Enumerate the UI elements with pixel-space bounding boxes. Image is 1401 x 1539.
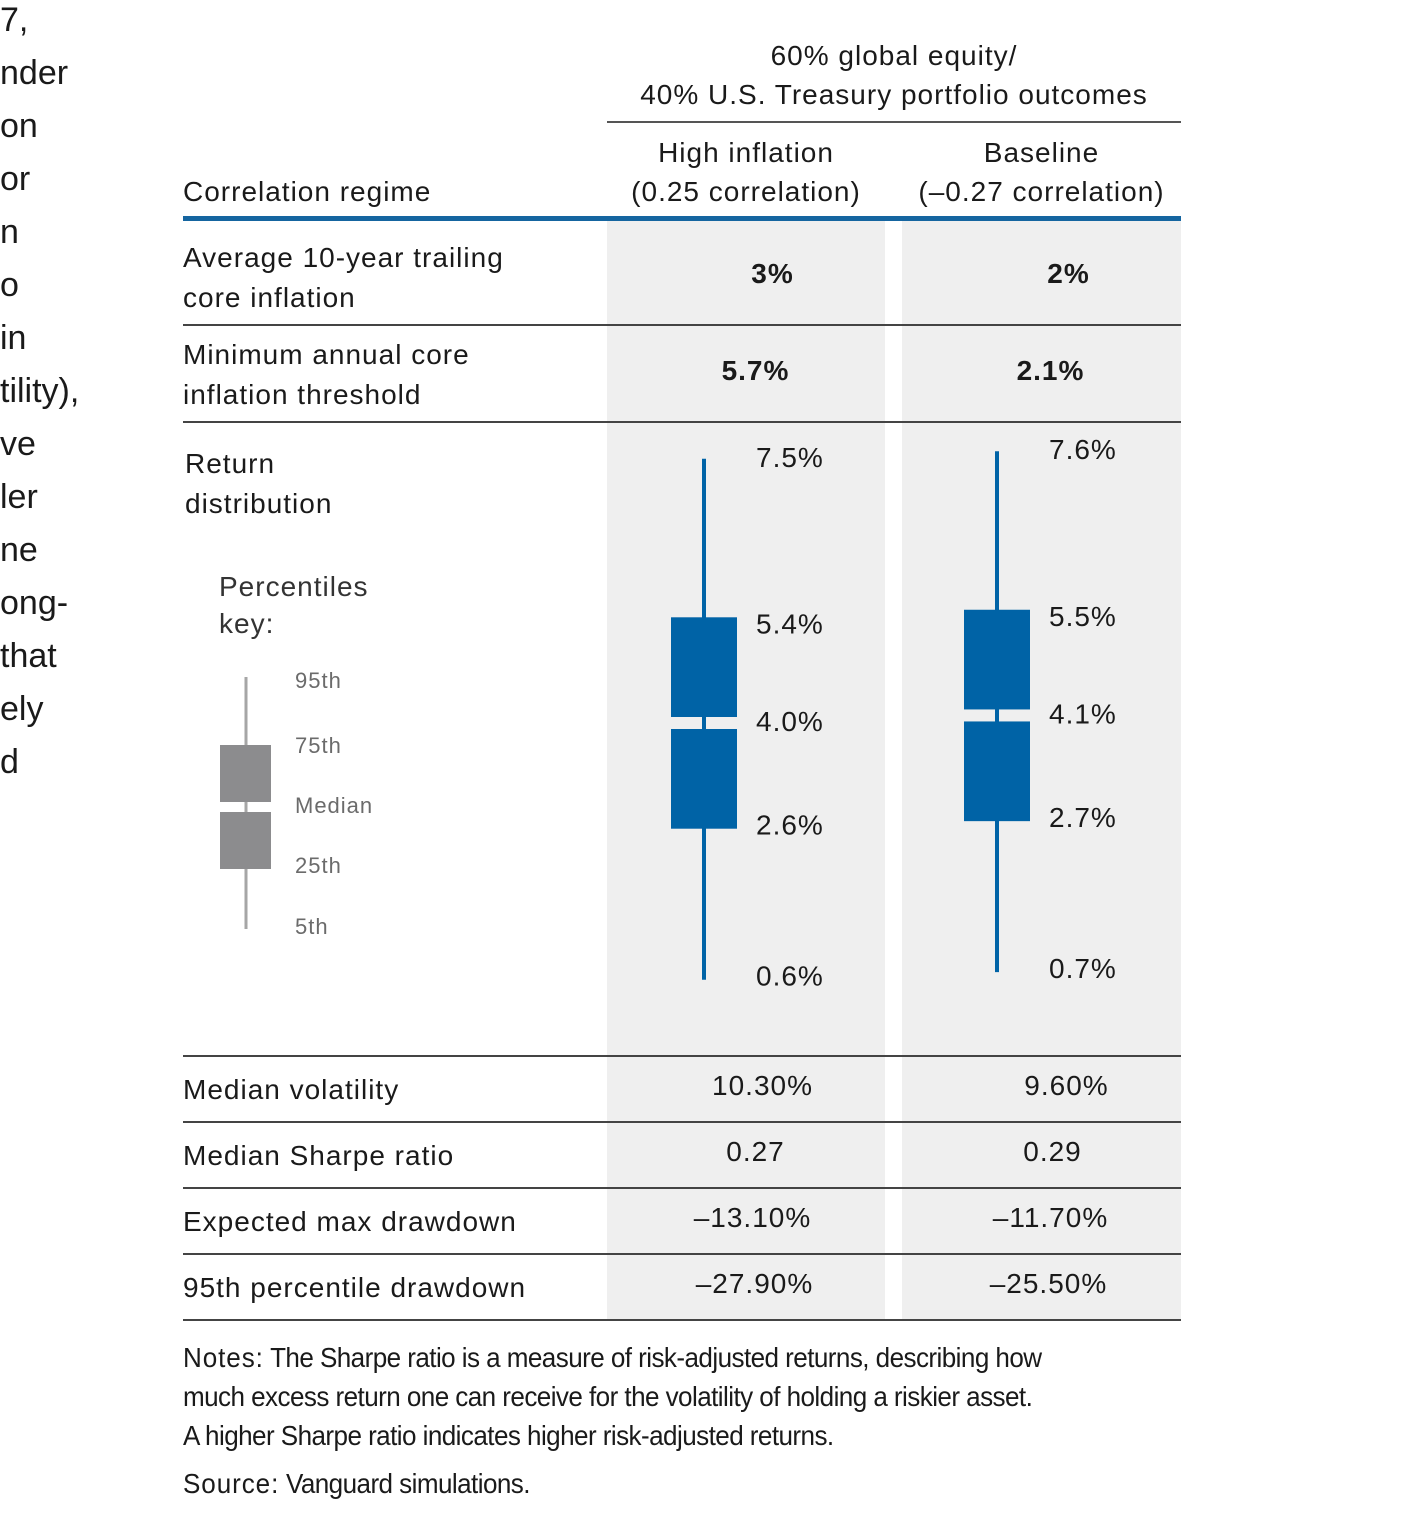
source-text: Vanguard simulations. xyxy=(285,1468,531,1499)
high-inflation-label-p25: 2.6% xyxy=(756,810,824,841)
avg-inflation-col2: 2% xyxy=(1047,258,1090,289)
cropped-text-line: or xyxy=(0,160,31,198)
cropped-text-line: ler xyxy=(0,478,38,516)
cropped-text-line: on xyxy=(0,107,38,145)
notes-line-2: much excess return one can receive for t… xyxy=(183,1381,1033,1412)
p95-dd-col1: –27.90% xyxy=(695,1268,814,1299)
key-label-95th: 95th xyxy=(295,668,342,693)
col2-title: Baseline xyxy=(983,137,1100,168)
rule-5 xyxy=(183,1187,1181,1189)
max-dd-col1: –13.10% xyxy=(693,1202,812,1233)
rule-1 xyxy=(183,324,1181,326)
source-label: Source: xyxy=(183,1468,280,1499)
high-inflation-label-p75: 5.4% xyxy=(756,608,824,639)
baseline-label-p5: 0.7% xyxy=(1049,953,1117,984)
volatility-col1: 10.30% xyxy=(712,1070,813,1101)
high-inflation-label-median: 4.0% xyxy=(756,706,824,737)
cropped-text-line: n xyxy=(0,213,19,251)
cropped-text-line: ely xyxy=(0,690,44,728)
col1-subtitle: (0.25 correlation) xyxy=(631,176,861,207)
key-title-1: Percentiles xyxy=(219,571,369,602)
key-glyph xyxy=(220,677,271,929)
percentiles-key: Percentiles key: xyxy=(219,568,419,948)
cropped-text-line: ong- xyxy=(0,584,69,622)
key-label-median: Median xyxy=(295,793,374,818)
cropped-text-line: ne xyxy=(0,531,38,569)
baseline-box-upper xyxy=(964,609,1030,710)
baseline-label-median: 4.1% xyxy=(1049,698,1117,729)
return-dist-label-1: Return xyxy=(185,448,276,479)
max-dd-col2: –11.70% xyxy=(992,1202,1109,1233)
notes-line-3: A higher Sharpe ratio indicates higher r… xyxy=(183,1420,834,1451)
cropped-text-line: in xyxy=(0,319,27,357)
notes-label: Notes: xyxy=(183,1342,264,1373)
row-label-min-inflation: Minimum annual core inflation threshold xyxy=(183,335,470,415)
cropped-text-line: o xyxy=(0,266,19,304)
row-label-max-dd: Expected max drawdown xyxy=(183,1206,517,1237)
high-inflation-box-upper xyxy=(671,617,737,717)
avg-inflation-label-2: core inflation xyxy=(183,282,356,313)
key-label-75th: 75th xyxy=(295,733,342,758)
rule-7 xyxy=(183,1319,1181,1321)
key-label-5th: 5th xyxy=(295,914,329,939)
return-distribution-chart: 7.5% 5.4% 4.0% 2.6% 0.6% 7.6% 5.5% 4.1% 2.7% 0.7% xyxy=(671,434,1117,992)
col2-subtitle: (–0.27 correlation) xyxy=(918,176,1165,207)
baseline-label-p25: 2.7% xyxy=(1049,802,1117,833)
cropped-text-line: d xyxy=(0,743,19,781)
cropped-text-line: tility), xyxy=(0,372,80,410)
notes: Notes: The Sharpe ratio is a measure of … xyxy=(183,1338,1187,1503)
col-high-inflation-shade xyxy=(607,220,885,1320)
return-dist-label-2: distribution xyxy=(185,488,333,519)
avg-inflation-col1: 3% xyxy=(751,258,794,289)
cropped-text-line: 7, xyxy=(0,1,29,39)
rule-4 xyxy=(183,1121,1181,1123)
rule-2 xyxy=(183,421,1181,423)
high-inflation-label-p5: 0.6% xyxy=(756,961,824,992)
volatility-col2: 9.60% xyxy=(1024,1070,1109,1101)
min-inflation-col1: 5.7% xyxy=(721,355,790,386)
group-header-line1: 60% global equity/ xyxy=(770,40,1018,71)
sharpe-col2: 0.29 xyxy=(1023,1136,1082,1167)
baseline-box-lower xyxy=(964,721,1030,822)
key-label-25th: 25th xyxy=(295,853,342,878)
col-header-baseline: Baseline (–0.27 correlation) xyxy=(902,133,1181,211)
key-box-lower xyxy=(220,812,271,869)
key-title: Percentiles key: xyxy=(219,568,419,642)
high-inflation-box-lower xyxy=(671,729,737,829)
source-line: Source: Vanguard simulations. xyxy=(183,1464,1187,1503)
min-inflation-label-1: Minimum annual core xyxy=(183,339,470,370)
notes-text-1: The Sharpe ratio is a measure of risk-ad… xyxy=(270,1342,1042,1373)
baseline-label-p75: 5.5% xyxy=(1049,601,1117,632)
notes-line-1: Notes: The Sharpe ratio is a measure of … xyxy=(183,1338,1187,1377)
col-header-high-inflation: High inflation (0.25 correlation) xyxy=(607,133,885,211)
cropped-text-line: nder xyxy=(0,54,69,92)
cropped-body-text: 7, nder on or n o in tility), ve ler ne ong-that ely… xyxy=(0,0,95,789)
group-header-line2: 40% U.S. Treasury portfolio outcomes xyxy=(640,79,1148,110)
p95-dd-col2: –25.50% xyxy=(989,1268,1108,1299)
min-inflation-label-2: inflation threshold xyxy=(183,379,422,410)
col1-title: High inflation xyxy=(658,137,834,168)
group-header-rule xyxy=(607,121,1181,123)
high-inflation-label-p95: 7.5% xyxy=(756,442,824,473)
group-header: 60% global equity/ 40% U.S. Treasury por… xyxy=(607,36,1181,114)
row-label-avg-inflation: Average 10-year trailing core inflation xyxy=(183,238,504,318)
key-title-2: key: xyxy=(219,608,275,639)
row-label-return-dist: Return distribution xyxy=(185,444,332,524)
cropped-text-line: ve xyxy=(0,425,36,463)
row-label-p95-dd: 95th percentile drawdown xyxy=(183,1272,527,1303)
header-accent-rule xyxy=(183,216,1181,221)
avg-inflation-label-1: Average 10-year trailing xyxy=(183,242,504,273)
rule-3 xyxy=(183,1055,1181,1057)
cropped-body-lines: 7, nder on or n o in tility), ve ler ne ong-that ely… xyxy=(0,0,95,789)
rule-6 xyxy=(183,1253,1181,1255)
min-inflation-col2: 2.1% xyxy=(1016,355,1085,386)
cropped-text-line: that xyxy=(0,637,57,675)
sharpe-col1: 0.27 xyxy=(726,1136,785,1167)
baseline-label-p95: 7.6% xyxy=(1049,434,1117,465)
col-baseline-shade xyxy=(902,220,1181,1320)
row-label-sharpe: Median Sharpe ratio xyxy=(183,1140,455,1171)
row-header-label: Correlation regime xyxy=(183,176,432,207)
row-label-volatility: Median volatility xyxy=(183,1074,400,1105)
key-box-upper xyxy=(220,745,271,802)
